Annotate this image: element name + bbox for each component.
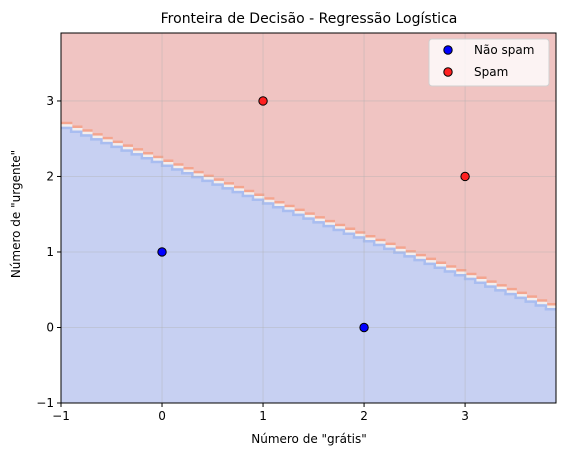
y-tick-label: 1 [46,245,54,259]
y-tick-label: 2 [46,169,54,183]
data-point [258,96,268,106]
legend: Não spam Spam [428,38,550,87]
plot-area [60,32,557,404]
plot-frame [60,32,557,404]
boundary-band-blue [61,126,556,311]
x-tick-label: 3 [461,409,469,423]
legend-marker [443,45,453,55]
data-points [157,96,470,333]
decision-boundary [61,121,556,311]
data-point [157,247,167,257]
x-tick-label: −1 [52,409,70,423]
y-axis-label: Número de "urgente" [9,150,23,278]
data-point [460,171,470,182]
y-tick-label: −1 [36,396,54,410]
x-tick-label: 0 [158,409,166,423]
y-tick-label: 0 [46,320,54,334]
boundary-band-red [61,121,556,306]
legend-label: Não spam [474,43,534,57]
legend-marker [443,67,453,77]
x-tick-label: 1 [259,409,267,423]
x-tick-label: 2 [360,409,368,423]
spam-region [61,33,556,307]
legend-label: Spam [474,65,508,79]
boundary-band-white [61,124,556,308]
y-tick-label: 3 [46,94,54,108]
y-axis: −1 0 1 2 3 [36,94,61,410]
nao-spam-region [61,125,556,403]
legend-box [428,38,550,87]
x-axis: −1 0 1 2 3 [52,403,469,423]
data-point [359,322,369,333]
chart-title: Fronteira de Decisão - Regressão Logísti… [161,11,458,27]
x-axis-label: Número de "grátis" [251,432,367,446]
